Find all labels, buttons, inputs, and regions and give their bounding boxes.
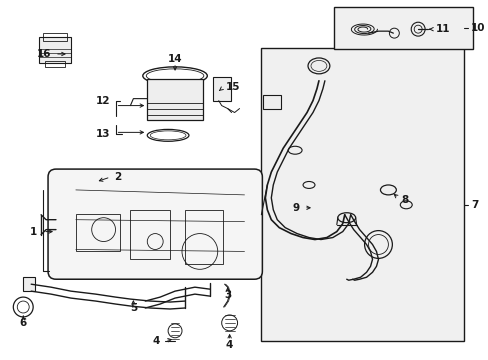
Bar [212, 77, 230, 100]
Text: 12: 12 [96, 96, 110, 105]
Bar [23, 277, 35, 291]
Text: 14: 14 [167, 54, 182, 64]
Bar [261, 48, 463, 341]
Ellipse shape [307, 58, 329, 74]
Text: 8: 8 [401, 195, 407, 205]
Bar [39, 37, 71, 63]
Text: 4: 4 [225, 340, 233, 350]
Text: 11: 11 [435, 24, 449, 34]
Bar [76, 214, 120, 251]
Bar [184, 210, 222, 264]
Text: 9: 9 [292, 203, 300, 213]
Text: 16: 16 [37, 49, 51, 59]
Bar [43, 33, 67, 41]
Bar [333, 7, 472, 49]
Text: 6: 6 [20, 318, 27, 328]
Ellipse shape [380, 185, 396, 195]
Ellipse shape [400, 201, 411, 209]
Ellipse shape [337, 213, 355, 223]
Text: 3: 3 [224, 290, 231, 300]
Text: 10: 10 [470, 23, 484, 33]
Bar [130, 210, 170, 260]
Text: 2: 2 [114, 172, 122, 182]
FancyBboxPatch shape [48, 169, 262, 279]
Bar [263, 95, 281, 109]
Text: 4: 4 [152, 336, 160, 346]
Text: 15: 15 [225, 82, 240, 92]
Text: 13: 13 [96, 129, 110, 139]
Text: 1: 1 [30, 226, 37, 237]
Text: 5: 5 [129, 303, 137, 313]
Text: 7: 7 [470, 200, 477, 210]
Bar [45, 61, 65, 67]
Bar [147, 79, 203, 121]
